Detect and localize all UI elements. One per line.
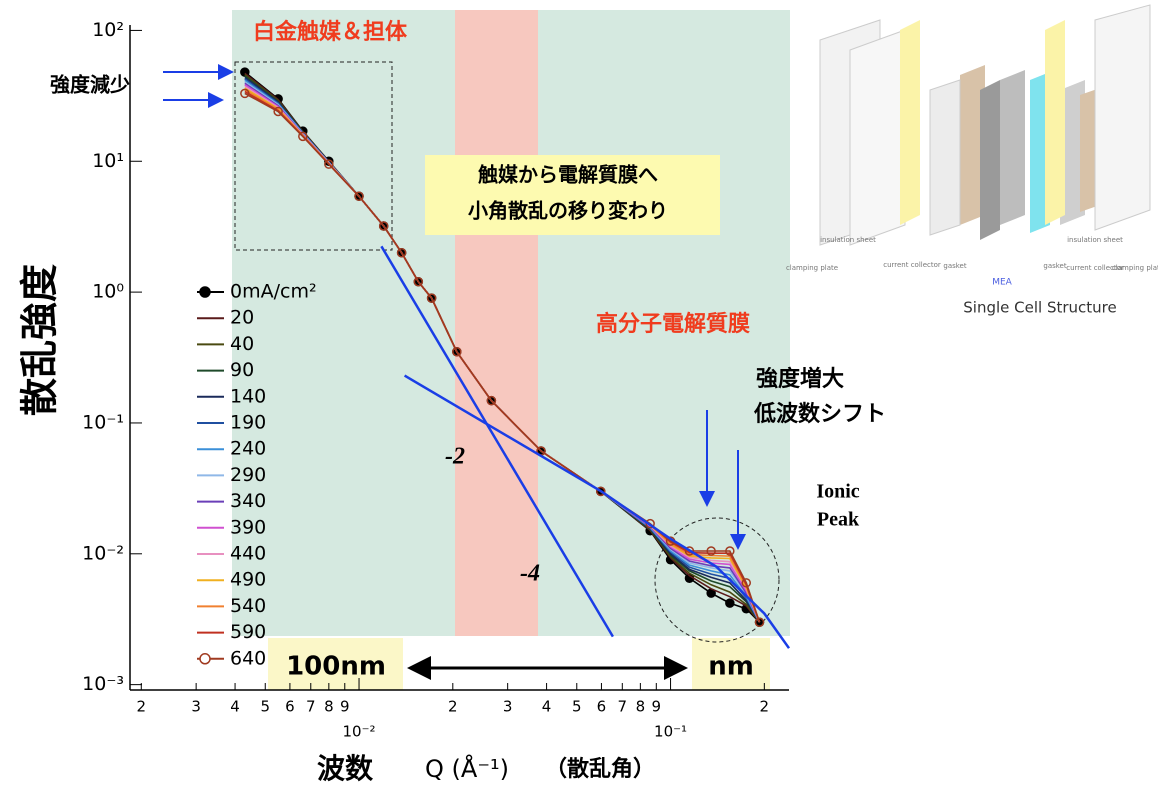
slope-label: -4 bbox=[520, 561, 540, 587]
part-label: insulation sheet bbox=[820, 236, 876, 244]
legend-label: 390 bbox=[230, 516, 266, 538]
legend-label: 590 bbox=[230, 621, 266, 643]
data-point bbox=[726, 599, 734, 607]
annotation: 白金触媒＆担体 bbox=[253, 19, 408, 45]
x-tick-label: 3 bbox=[191, 698, 201, 716]
legend-label: 540 bbox=[230, 595, 266, 617]
y-tick-label: 10⁰ bbox=[92, 281, 124, 303]
x-tick-label: 5 bbox=[260, 698, 270, 716]
x-tick-label: 9 bbox=[340, 698, 350, 716]
annotation: Peak bbox=[817, 509, 860, 531]
y-tick-label: 10⁻¹ bbox=[82, 411, 124, 433]
legend-label: 290 bbox=[230, 464, 266, 486]
x-axis-title: 波数 bbox=[317, 752, 374, 785]
x-tick-label: 2 bbox=[448, 698, 458, 716]
y-axis-title: 散乱強度 bbox=[18, 264, 62, 416]
region-band bbox=[455, 10, 538, 636]
x-tick-label: 8 bbox=[324, 698, 334, 716]
x-tick-label: 6 bbox=[597, 698, 607, 716]
chart: 触媒から電解質膜へ 小角散乱の移り変わり 白金触媒＆担体 強度減少 高分子電解質… bbox=[0, 0, 1158, 789]
legend-label: 0mA/cm² bbox=[230, 281, 317, 303]
part-label: clamping plate bbox=[786, 264, 838, 272]
x-tick-label: 4 bbox=[230, 698, 240, 716]
legend-label: 90 bbox=[230, 359, 254, 381]
annotation: 高分子電解質膜 bbox=[596, 311, 750, 337]
legend-label: 20 bbox=[230, 307, 254, 329]
legend-label: 490 bbox=[230, 569, 266, 591]
legend-marker bbox=[200, 654, 210, 664]
x-axis-title: Q (Å⁻¹) bbox=[425, 754, 509, 783]
y-tick-label: 10² bbox=[92, 19, 124, 41]
x-tick-label: 4 bbox=[542, 698, 552, 716]
x-tick-label: 5 bbox=[572, 698, 582, 716]
x-tick-label: 8 bbox=[636, 698, 646, 716]
part-label: gasket bbox=[1043, 262, 1066, 270]
x-tick-label: 10⁻² bbox=[343, 723, 376, 741]
legend-label: 440 bbox=[230, 543, 266, 565]
x-tick-label: 10⁻¹ bbox=[654, 723, 687, 741]
part-label: clamping plate bbox=[1112, 264, 1158, 272]
note: 小角散乱の移り変わり bbox=[468, 199, 668, 223]
slope-label: -2 bbox=[445, 444, 465, 470]
legend-label: 40 bbox=[230, 333, 254, 355]
part-label: MEA bbox=[992, 278, 1012, 288]
x-tick-label: 6 bbox=[285, 698, 295, 716]
x-axis-title: （散乱角） bbox=[545, 756, 655, 782]
note: 触媒から電解質膜へ bbox=[478, 163, 658, 187]
page: {"chart_data":{"type":"line","log_x":tru… bbox=[0, 0, 1158, 789]
x-tick-label: 2 bbox=[137, 698, 147, 716]
legend-label: 140 bbox=[230, 385, 266, 407]
annotation: Ionic bbox=[816, 481, 859, 503]
legend-label: 340 bbox=[230, 490, 266, 512]
x-tick-label: 2 bbox=[760, 698, 770, 716]
legend-label: 190 bbox=[230, 412, 266, 434]
x-tick-label: 3 bbox=[503, 698, 513, 716]
y-tick-label: 10⁻³ bbox=[82, 673, 124, 695]
y-tick-label: 10⁻² bbox=[82, 542, 124, 564]
scale-label: 100nm bbox=[286, 652, 386, 682]
annotation: 強度増大 bbox=[756, 366, 844, 392]
cell-diagram: Single Cell Structure insulation sheet c… bbox=[786, 5, 1158, 317]
scale-label: nm bbox=[708, 652, 754, 682]
x-tick-label: 7 bbox=[306, 698, 316, 716]
annotation: 強度減少 bbox=[50, 73, 130, 97]
legend-label: 640 bbox=[230, 647, 266, 669]
annotation: 低波数シフト bbox=[753, 401, 886, 427]
part-label: gasket bbox=[943, 262, 966, 270]
x-tick-label: 7 bbox=[618, 698, 628, 716]
caption: Single Cell Structure bbox=[963, 299, 1116, 317]
legend-marker bbox=[200, 287, 210, 297]
part-label: current collector bbox=[883, 261, 941, 269]
y-tick-label: 10¹ bbox=[92, 150, 124, 172]
part-label: insulation sheet bbox=[1067, 236, 1123, 244]
legend-label: 240 bbox=[230, 438, 266, 460]
x-tick-label: 9 bbox=[652, 698, 662, 716]
